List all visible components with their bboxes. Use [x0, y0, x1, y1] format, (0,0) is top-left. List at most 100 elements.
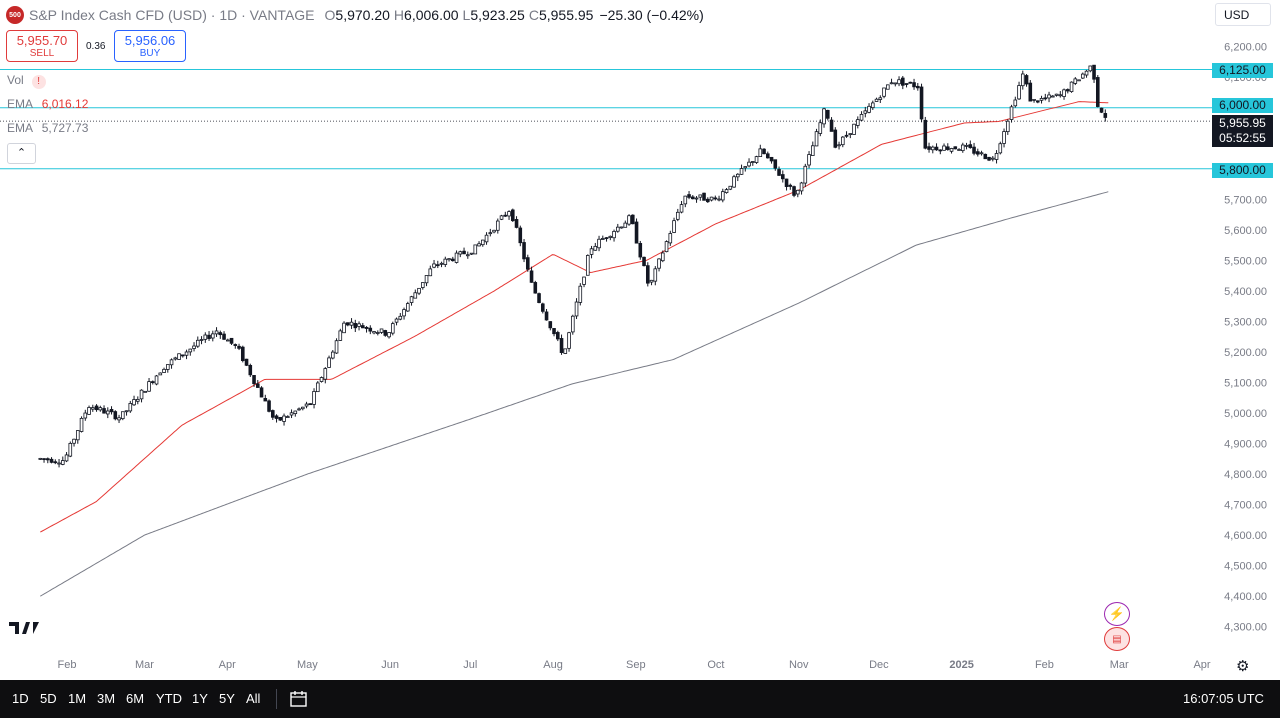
candle-body [184, 351, 189, 356]
sell-button[interactable]: 5,955.70 SELL [6, 30, 78, 62]
timeframe-3m[interactable]: 3M [97, 691, 116, 706]
candle-body [514, 219, 519, 228]
candle-body [863, 110, 868, 114]
timeframe-1y[interactable]: 1Y [192, 691, 208, 706]
candle-body [833, 129, 838, 148]
candle-body [488, 232, 493, 235]
candle-body [334, 340, 339, 354]
candle-body [540, 303, 545, 312]
candle-body [300, 406, 305, 410]
candle-body [405, 303, 410, 312]
candle-body [964, 144, 969, 147]
candle-body [1024, 75, 1029, 85]
candle-body [372, 331, 376, 334]
candle-body [255, 383, 260, 388]
candle-body [942, 145, 946, 151]
sell-price: 5,955.70 [16, 33, 68, 48]
x-tick-label: Aug [543, 659, 563, 671]
tradingview-logo-icon[interactable] [9, 620, 41, 641]
candle-body [593, 245, 598, 251]
candle-body [822, 108, 826, 125]
x-tick-label: Feb [1035, 659, 1054, 671]
candle-body [739, 168, 744, 175]
candle-body [889, 82, 894, 85]
candle-body [634, 221, 639, 244]
y-tick-label: 5,400.00 [1224, 286, 1267, 298]
y-tick-label: 4,400.00 [1224, 591, 1267, 603]
candle-body [983, 153, 988, 160]
candle-body [289, 412, 294, 416]
candle-body [758, 148, 763, 157]
candle-body [225, 339, 230, 342]
candle-body [837, 144, 841, 147]
sp500-logo-icon: 500 [6, 6, 24, 24]
timeframe-all[interactable]: All [246, 691, 261, 706]
level-label-6000[interactable]: 6,000.00 [1212, 98, 1273, 113]
candle-body [267, 400, 271, 412]
candle-body [79, 417, 84, 432]
candle-body [60, 460, 65, 465]
level-label-5800[interactable]: 5,800.00 [1212, 163, 1273, 178]
candle-body [953, 146, 958, 150]
candle-body [409, 296, 414, 303]
candle-body [582, 276, 586, 285]
ema-fast-legend[interactable]: EMA 6,016.12 [7, 97, 88, 111]
spread-value: 0.36 [86, 41, 106, 52]
candle-body [563, 348, 568, 354]
candle-body [357, 323, 361, 327]
lightning-icon[interactable]: ⚡ [1104, 602, 1130, 626]
candle-body [780, 174, 785, 180]
candle-body [627, 215, 631, 225]
timeframe-5d[interactable]: 5D [40, 691, 57, 706]
candle-body [64, 454, 69, 462]
timeframe-5y[interactable]: 5Y [219, 691, 235, 706]
candle-body [1005, 120, 1010, 133]
candle-body [1095, 77, 1100, 107]
open-value: 5,970.20 [335, 7, 390, 23]
candle-body [818, 122, 823, 134]
timeframe-1m[interactable]: 1M [68, 691, 87, 706]
candle-body [525, 257, 530, 270]
candle-body [368, 327, 373, 332]
candle-body [188, 348, 193, 353]
economic-events-flag-icon[interactable]: ▤ [1104, 627, 1130, 651]
candle-body [720, 191, 725, 201]
candle-body [135, 399, 140, 402]
settings-icon[interactable]: ⚙ [1236, 658, 1250, 675]
utc-clock[interactable]: 16:07:05 UTC [1183, 691, 1264, 706]
y-tick-label: 5,300.00 [1224, 316, 1267, 328]
timeframe-ytd[interactable]: YTD [156, 691, 182, 706]
candle-body [428, 268, 433, 277]
price-chart[interactable]: 4,300.00 4,400.00 4,500.00 4,600.00 4,700.00… [0, 0, 1280, 680]
buy-button[interactable]: 5,956.06 BUY [114, 30, 186, 62]
level-label-6125[interactable]: 6,125.00 [1212, 63, 1273, 78]
candle-body [897, 79, 901, 85]
candle-body [769, 156, 774, 162]
vol-legend[interactable]: Vol! [7, 73, 46, 89]
warning-icon[interactable]: ! [31, 75, 46, 89]
candle-body [623, 222, 628, 228]
candle-body [1035, 100, 1040, 103]
timeframe-1d[interactable]: 1D [12, 691, 29, 706]
currency-selector[interactable]: USD [1215, 3, 1271, 26]
ema-slow-legend[interactable]: EMA 5,727.73 [7, 121, 88, 135]
candle-body [57, 462, 61, 465]
candle-body [45, 458, 50, 461]
candle-body [660, 252, 665, 262]
candle-body [653, 268, 658, 282]
candle-body [1032, 98, 1036, 101]
y-tick-label: 5,000.00 [1224, 408, 1267, 420]
candle-body [94, 405, 99, 411]
candle-body [248, 364, 253, 376]
collapse-legend-button[interactable]: ⌃ [7, 143, 36, 164]
symbol-name[interactable]: S&P Index Cash CFD (USD) · 1D · VANTAGE [29, 7, 315, 23]
candle-body [105, 410, 110, 415]
candle-body [229, 337, 234, 344]
candle-body [874, 98, 879, 102]
candle-body [383, 330, 388, 336]
timeframe-6m[interactable]: 6M [126, 691, 145, 706]
candle-body [1002, 131, 1006, 144]
candle-body [237, 345, 241, 349]
calendar-range-icon[interactable] [289, 689, 309, 709]
candle-body [120, 411, 125, 420]
